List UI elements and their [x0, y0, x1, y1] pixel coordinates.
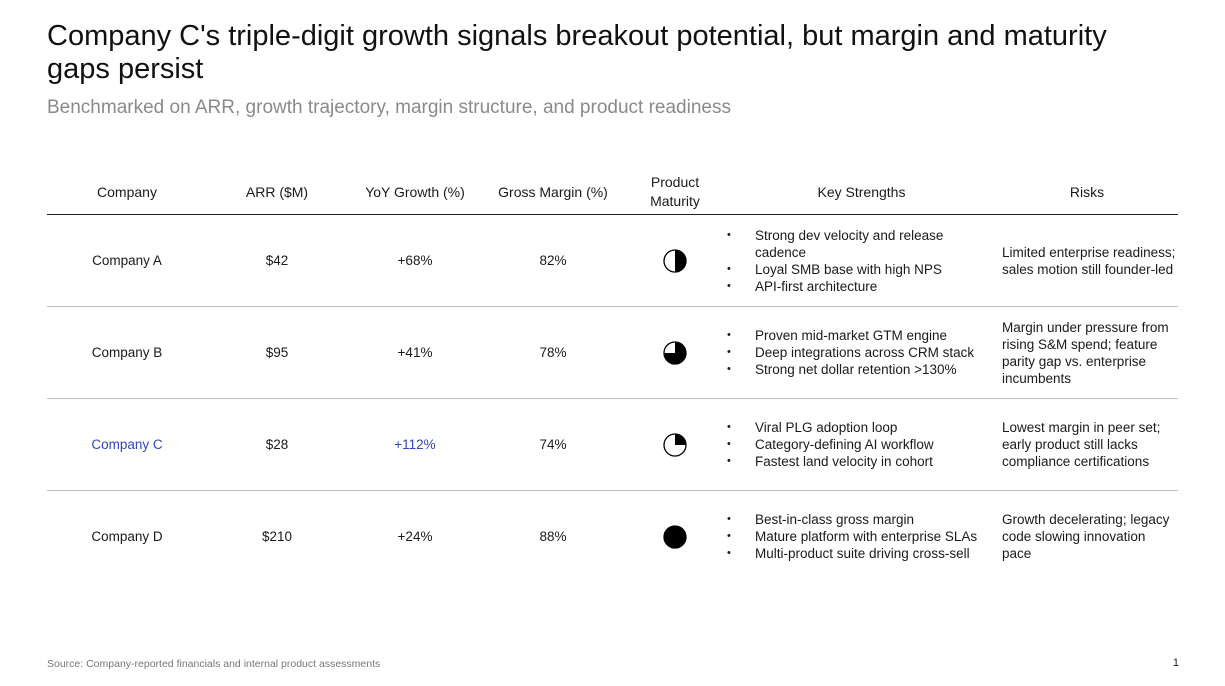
arr-cell: $28: [207, 398, 347, 491]
strength-item: Viral PLG adoption loop: [727, 419, 996, 436]
arr-cell: $95: [207, 306, 347, 399]
source-note: Source: Company-reported financials and …: [47, 658, 381, 670]
page-title: Company C's triple-digit growth signals …: [47, 20, 1107, 85]
company-cell: Company C: [47, 398, 207, 491]
maturity-cell: [623, 306, 727, 399]
column-header-growth: YoY Growth (%): [347, 170, 483, 215]
page-number: 1: [1172, 657, 1179, 669]
strengths-cell: Proven mid-market GTM engineDeep integra…: [727, 306, 996, 399]
maturity-harvey-ball-icon: [663, 432, 687, 457]
column-header-maturity: Product Maturity: [623, 170, 727, 215]
strength-item: Category-defining AI workflow: [727, 436, 996, 453]
growth-cell: +68%: [347, 214, 483, 307]
strengths-list: Proven mid-market GTM engineDeep integra…: [727, 327, 996, 378]
company-cell: Company A: [47, 214, 207, 307]
strength-item: Deep integrations across CRM stack: [727, 344, 996, 361]
strength-item: Strong dev velocity and release cadence: [727, 227, 996, 261]
column-header-strengths: Key Strengths: [727, 170, 996, 215]
growth-cell: +112%: [347, 398, 483, 491]
risks-cell: Growth decelerating; legacy code slowing…: [1002, 512, 1170, 561]
table-row: Company D $210 +24% 88% Best-in-class gr…: [47, 491, 1178, 583]
growth-cell: +24%: [397, 529, 433, 544]
table-row: Company B $95 +41% 78% Proven mid-market…: [47, 306, 1178, 399]
growth-cell: +41%: [347, 306, 483, 399]
arr-cell: $42: [207, 214, 347, 307]
company-cell: Company B: [47, 306, 207, 399]
maturity-cell: [623, 491, 727, 583]
maturity-harvey-ball-icon: [663, 340, 687, 365]
risks-cell: Limited enterprise readiness; sales moti…: [996, 214, 1178, 307]
strength-item: Multi-product suite driving cross-sell: [727, 545, 996, 562]
maturity-cell: [623, 214, 727, 307]
maturity-cell: [623, 398, 727, 491]
margin-cell: 88%: [539, 529, 567, 544]
page-subtitle: Benchmarked on ARR, growth trajectory, m…: [47, 97, 731, 118]
strengths-list: Viral PLG adoption loopCategory-defining…: [727, 419, 996, 470]
risks-cell: Lowest margin in peer set; early product…: [996, 398, 1178, 491]
strengths-cell: Viral PLG adoption loopCategory-defining…: [727, 398, 996, 491]
strength-item: Loyal SMB base with high NPS: [727, 261, 996, 278]
strengths-cell: Best-in-class gross marginMature platfor…: [727, 491, 996, 583]
table-row: Company A $42 +68% 82% Strong dev veloci…: [47, 214, 1178, 307]
strength-item: Fastest land velocity in cohort: [727, 453, 996, 470]
table-row: Company C $28 +112% 74% Viral PLG adopti…: [47, 398, 1178, 491]
margin-cell: 82%: [483, 214, 623, 307]
maturity-harvey-ball-icon: [663, 248, 687, 273]
margin-cell: 74%: [483, 398, 623, 491]
column-header-arr: ARR ($M): [207, 170, 347, 215]
maturity-harvey-ball-icon: [663, 524, 687, 549]
strength-item: API-first architecture: [727, 278, 996, 295]
risks-cell: Margin under pressure from rising S&M sp…: [996, 306, 1178, 399]
strength-item: Mature platform with enterprise SLAs: [727, 528, 996, 545]
strength-item: Proven mid-market GTM engine: [727, 327, 996, 344]
margin-cell: 78%: [483, 306, 623, 399]
strengths-list: Best-in-class gross marginMature platfor…: [727, 511, 996, 562]
strength-item: Best-in-class gross margin: [727, 511, 996, 528]
strengths-list: Strong dev velocity and release cadenceL…: [727, 227, 996, 295]
arr-cell: $210: [261, 529, 293, 544]
column-header-margin: Gross Margin (%): [483, 170, 623, 215]
strength-item: Strong net dollar retention >130%: [727, 361, 996, 378]
column-header-risks: Risks: [996, 170, 1178, 215]
benchmark-table: Company ARR ($M) YoY Growth (%) Gross Ma…: [47, 170, 1178, 582]
column-header-company: Company: [47, 170, 207, 215]
company-cell: Company D: [91, 529, 163, 544]
table-header-row: Company ARR ($M) YoY Growth (%) Gross Ma…: [47, 170, 1178, 215]
strengths-cell: Strong dev velocity and release cadenceL…: [727, 214, 996, 307]
